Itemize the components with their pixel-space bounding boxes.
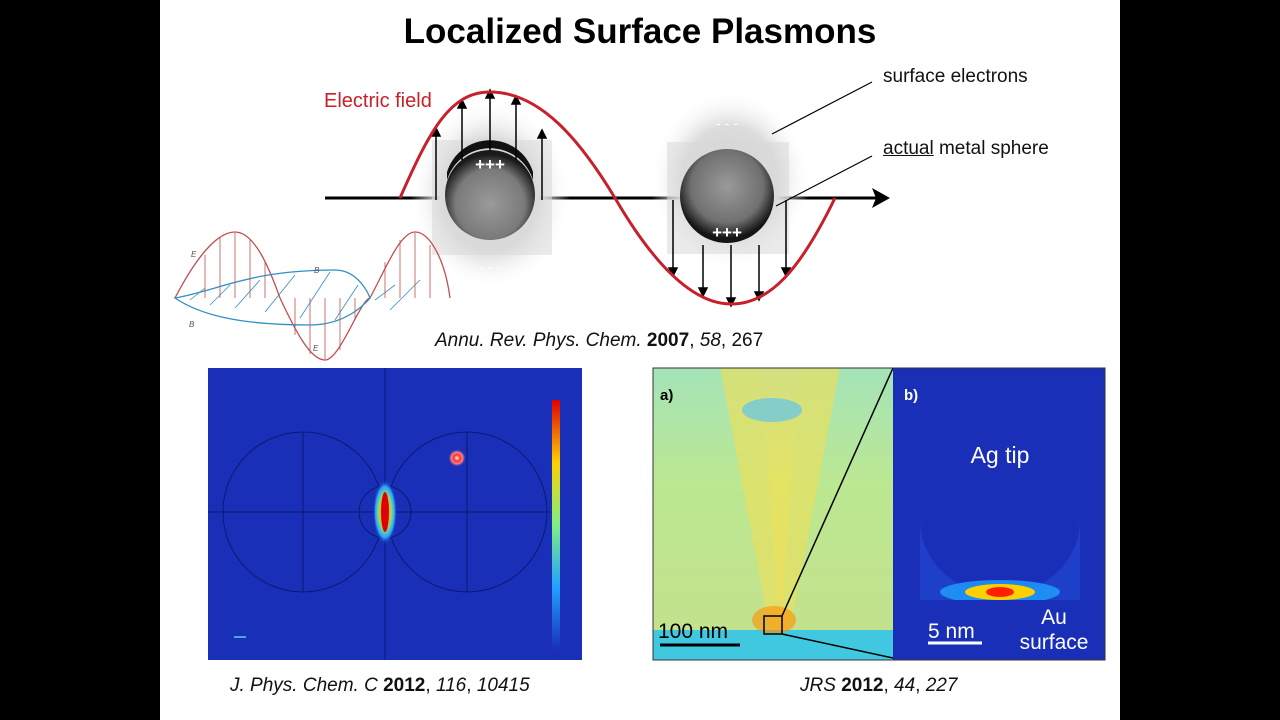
citation-top-volume: 58 xyxy=(699,330,721,351)
metal-sphere-label-underlined: actual xyxy=(883,138,934,159)
citation-left-journal: J. Phys. Chem. C xyxy=(230,675,378,696)
field-arrows-down xyxy=(667,200,792,308)
citation-top-page: 267 xyxy=(731,330,764,351)
em-label-b-right: B xyxy=(314,266,320,275)
citation-left-year: 2012 xyxy=(383,675,426,696)
em-wave-diagram xyxy=(173,231,451,361)
ag-tip-label: Ag tip xyxy=(971,442,1030,468)
citation-right-volume: 44 xyxy=(894,675,916,696)
slide-title: Localized Surface Plasmons xyxy=(403,12,877,51)
pointer-surface-electrons xyxy=(771,81,873,135)
citation-right-year: 2012 xyxy=(841,675,884,696)
em-label-b-left: B xyxy=(189,320,195,329)
sphere-1-top-charge xyxy=(447,140,533,180)
plasmon-diagram: +++ - - - - - - +++ E B B E a) b) 100 nm… xyxy=(173,81,1106,661)
sim-tip-image xyxy=(652,367,1106,661)
surface-electrons-label: surface electrons xyxy=(883,66,1028,87)
slide: Localized Surface Plasmons xyxy=(160,0,1120,720)
axis-arrowhead xyxy=(872,188,890,208)
surface-label: surface xyxy=(1020,631,1089,654)
pointer-metal-sphere xyxy=(775,155,873,207)
field-arrows-up xyxy=(430,88,548,200)
em-label-e-top: E xyxy=(191,250,197,259)
sphere-1-minus: - - - xyxy=(479,259,501,275)
citation-right-journal: JRS xyxy=(800,675,836,696)
citation-top-year: 2007 xyxy=(646,330,690,351)
scale-100nm: 100 nm xyxy=(658,620,728,643)
citation-top-journal: Annu. Rev. Phys. Chem. xyxy=(435,330,642,351)
au-label: Au xyxy=(1041,606,1067,629)
sphere-2-plus: +++ xyxy=(712,223,742,242)
citation-top: Annu. Rev. Phys. Chem. 2007, 58, 267 xyxy=(435,330,764,351)
sim-dimer-image xyxy=(208,368,582,660)
metal-sphere-label: actual metal sphere xyxy=(883,138,1049,160)
citation-right: JRS 2012, 44, 227 xyxy=(800,675,958,696)
electric-field-wave xyxy=(398,90,837,306)
citation-right-page: 227 xyxy=(925,675,958,696)
panel-b-label: b) xyxy=(904,387,918,404)
citation-left-page: 10415 xyxy=(476,675,530,696)
metal-sphere-1 xyxy=(445,150,535,240)
citation-left-volume: 116 xyxy=(435,675,467,696)
em-label-e-bottom: E xyxy=(313,344,319,353)
citation-left: J. Phys. Chem. C 2012, 116, 10415 xyxy=(230,675,530,696)
sphere-1-plus: +++ xyxy=(475,155,505,174)
electric-field-label: Electric field xyxy=(324,90,432,112)
panel-a-label: a) xyxy=(660,387,673,404)
metal-sphere-2 xyxy=(680,149,774,243)
sphere-2-minus: - - - xyxy=(716,115,738,131)
scale-5nm: 5 nm xyxy=(928,620,975,643)
metal-sphere-label-rest: metal sphere xyxy=(933,138,1049,159)
